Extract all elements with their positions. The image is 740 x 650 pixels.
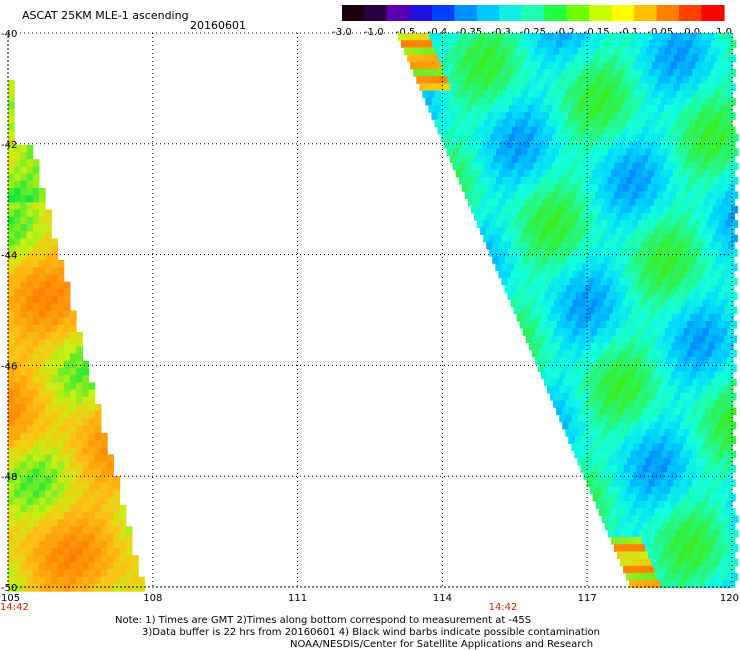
latitude-label: -48	[1, 472, 17, 483]
colorbar-swatch	[634, 5, 658, 21]
colorbar-tick-label: -0.3	[491, 27, 511, 38]
longitude-labels: 105 108 111 114 117 120	[1, 593, 739, 604]
colorbar-swatch	[386, 5, 411, 21]
product-title: ASCAT 25KM MLE-1 ascending	[22, 9, 189, 22]
longitude-label: 114	[433, 593, 452, 604]
map-gridlines	[7, 32, 733, 588]
longitude-label: 108	[143, 593, 162, 604]
colorbar-swatch	[701, 5, 725, 21]
longitude-label: 117	[578, 593, 597, 604]
colorbar-tick-label: -1.0	[364, 27, 384, 38]
colorbar-swatch	[589, 5, 613, 21]
colorbar-swatch	[476, 5, 500, 21]
colorbar-swatch	[364, 5, 388, 21]
product-date: 20160601	[190, 19, 246, 32]
colorbar-tick-label: -0.5	[396, 27, 416, 38]
credit-line: NOAA/NESDIS/Center for Satellite Applica…	[290, 639, 594, 650]
colorbar-swatch	[454, 5, 478, 21]
note-line-1: Note: 1) Times are GMT 2)Times along bot…	[115, 615, 532, 626]
longitude-label: 111	[288, 593, 307, 604]
longitude-label: 105	[1, 593, 20, 604]
colorbar-swatch	[611, 5, 635, 21]
note-line-2: 3)Data buffer is 22 hrs from 20160601 4)…	[142, 627, 600, 638]
latitude-label: -44	[1, 251, 17, 262]
colorbar-swatch	[499, 5, 523, 21]
colorbar-tick-label: -0.4	[428, 27, 448, 38]
colorbar-swatch	[544, 5, 568, 21]
longitude-label: 120	[720, 593, 739, 604]
latitude-label: -42	[1, 140, 17, 151]
latitude-label: -46	[1, 361, 17, 372]
time-label: 14:42	[489, 602, 518, 613]
colorbar-tick-label: -0.35	[456, 27, 482, 38]
latitude-labels: -40 -42 -44 -46 -48 -50	[1, 29, 17, 594]
colorbar-swatch	[679, 5, 703, 21]
colorbar-swatch	[431, 5, 455, 21]
colorbar-tick-label: -3.0	[332, 27, 352, 38]
colorbar-swatch	[342, 5, 366, 21]
colorbar-swatches	[342, 5, 725, 21]
colorbar-swatch	[409, 5, 433, 21]
latitude-label: -50	[1, 583, 17, 594]
colorbar-swatch	[566, 5, 590, 21]
time-label: 14:42	[0, 602, 29, 613]
colorbar-swatch	[656, 5, 680, 21]
colorbar: -3.0-1.0-0.5-0.4-0.35-0.3-0.25-0.2-0.15-…	[332, 5, 732, 38]
time-labels: 14:42 14:42	[0, 602, 517, 613]
latitude-label: -40	[1, 29, 17, 40]
colorbar-swatch	[521, 5, 545, 21]
swath-cells	[8, 33, 739, 592]
